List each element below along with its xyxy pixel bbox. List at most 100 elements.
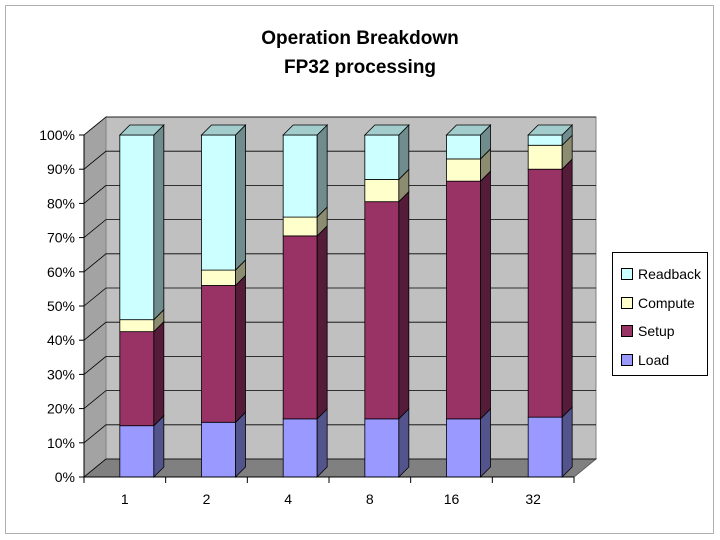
y-tick-label: 40%	[47, 332, 75, 348]
bar-setup-8-side	[398, 190, 410, 420]
bar-stack-1	[118, 124, 165, 478]
bar-readback-8	[364, 134, 400, 180]
legend-swatch-readback	[621, 268, 633, 281]
y-tick-label: 20%	[47, 401, 75, 417]
bar-setup-32	[527, 168, 563, 418]
gridline	[83, 253, 596, 273]
bar-setup-1	[119, 331, 155, 427]
x-tick-label: 32	[525, 491, 541, 507]
bar-compute-4	[282, 216, 318, 237]
gridline	[83, 390, 596, 409]
bar-load-32-side	[561, 406, 573, 478]
x-tick-label: 1	[121, 491, 129, 507]
y-axis-ticks: 0% 10% 20% 30% 40% 50% 60% 70% 80% 90% 100%	[39, 127, 85, 485]
gridline	[83, 150, 596, 170]
bar-setup-2	[201, 285, 236, 423]
bar-stack-16	[445, 124, 492, 478]
bar-compute-16	[446, 158, 481, 182]
chart-title-block: Operation Breakdown FP32 processing	[0, 24, 720, 82]
y-tick-label: 100%	[39, 127, 75, 143]
bar-setup-2-side	[235, 274, 246, 424]
bar-readback-4	[282, 134, 318, 218]
bar-stack-8	[363, 124, 410, 478]
bar-stack-2	[200, 124, 247, 478]
legend-label-setup: Setup	[638, 323, 675, 340]
bar-load-1-side	[153, 414, 165, 478]
bar-compute-1	[119, 319, 155, 333]
bar-readback-8-top	[363, 124, 410, 136]
x-tick-label: 2	[203, 491, 211, 507]
gridline	[83, 219, 596, 238]
bar-load-1	[119, 425, 155, 478]
bar-setup-16-side	[480, 170, 491, 420]
bar-readback-1-top	[118, 124, 165, 136]
gridline	[83, 287, 596, 307]
bar-load-2	[201, 421, 236, 478]
bar-stack-32	[527, 124, 574, 478]
bar-setup-4-side	[316, 224, 328, 420]
bar-load-32	[527, 416, 563, 478]
y-tick-label: 90%	[47, 161, 75, 177]
bar-readback-2	[201, 134, 236, 271]
legend-item-setup: Setup	[621, 317, 707, 346]
y-tick-label: 60%	[47, 264, 75, 280]
bar-readback-1	[119, 134, 155, 321]
x-tick-label: 8	[366, 491, 374, 507]
x-axis-ticks: 1 2 4 8 16 32	[83, 476, 575, 507]
legend: Readback Compute Setup Load	[612, 252, 708, 376]
legend-item-compute: Compute	[621, 289, 707, 318]
y-tick-label: 80%	[47, 195, 75, 211]
bar-readback-2-side	[235, 124, 246, 272]
legend-label-compute: Compute	[638, 294, 695, 311]
bar-load-4-side	[316, 407, 328, 478]
y-tick-label: 50%	[47, 298, 75, 314]
bar-load-16-side	[480, 407, 491, 478]
legend-swatch-compute	[621, 296, 633, 309]
y-tick-label: 70%	[47, 230, 75, 246]
bar-readback-16	[446, 134, 481, 160]
bar-readback-2-top	[200, 124, 247, 136]
bar-readback-16-top	[445, 124, 492, 136]
bar-setup-8	[364, 201, 400, 420]
bar-load-2-side	[235, 411, 246, 478]
legend-label-load: Load	[638, 351, 670, 368]
bar-setup-32-side	[561, 158, 573, 419]
bar-setup-16	[446, 180, 481, 420]
gridlines	[83, 116, 596, 478]
bar-setup-4	[282, 235, 318, 420]
y-tick-label: 10%	[47, 435, 75, 451]
legend-swatch-setup	[621, 325, 633, 338]
bar-readback-4-side	[316, 124, 328, 219]
x-tick-label: 4	[284, 491, 292, 507]
y-tick-label: 30%	[47, 366, 75, 382]
x-tick-label: 16	[444, 491, 460, 507]
bar-compute-32	[527, 144, 563, 170]
bar-columns	[118, 124, 574, 478]
bar-stack-4	[282, 124, 329, 478]
bar-compute-8	[364, 179, 400, 203]
bar-readback-32-top	[527, 124, 574, 136]
legend-swatch-load	[621, 353, 633, 366]
bar-load-8-side	[398, 407, 410, 478]
bar-load-16	[446, 418, 481, 478]
gridline	[83, 355, 596, 375]
gridline	[83, 458, 596, 478]
bar-load-4	[282, 418, 318, 478]
gridline	[83, 184, 596, 204]
bar-load-8	[364, 418, 400, 478]
y-tick-label: 0%	[55, 469, 75, 485]
legend-label-readback: Readback	[638, 266, 702, 283]
bar-readback-32	[527, 134, 563, 146]
legend-item-readback: Readback	[621, 260, 707, 289]
gridline	[83, 424, 596, 444]
bar-setup-1-side	[153, 320, 165, 427]
bar-readback-1-side	[153, 124, 165, 321]
gridline	[83, 321, 596, 341]
gridline	[83, 116, 596, 136]
legend-item-load: Load	[621, 346, 707, 375]
bar-compute-2	[201, 269, 236, 286]
chart-subtitle: FP32 processing	[283, 57, 437, 78]
bar-readback-4-top	[282, 124, 329, 136]
chart-title: Operation Breakdown	[261, 28, 459, 49]
